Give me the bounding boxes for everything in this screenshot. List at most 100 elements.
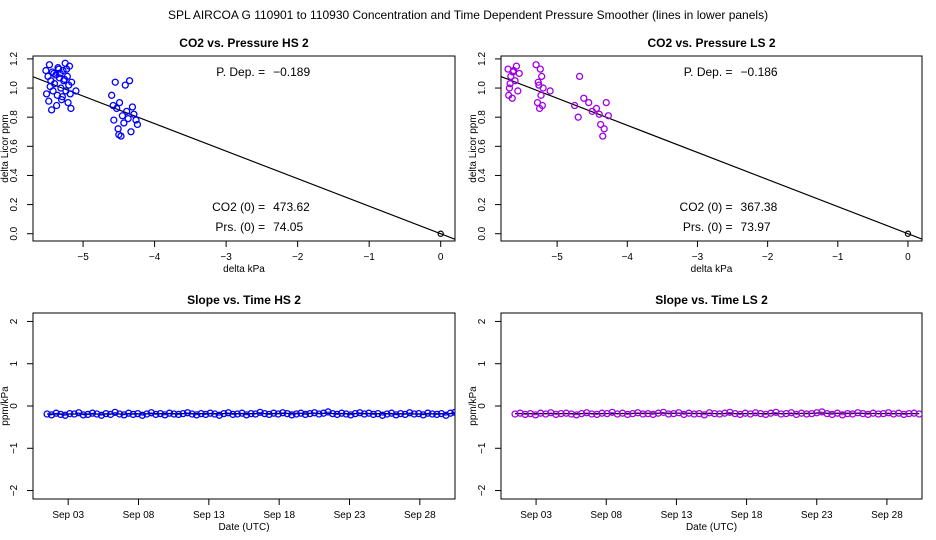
panel-p1: CO2 vs. Pressure HS 2 −5 −4 −3 −2 −1 0 0.0 0.2 0.… bbox=[0, 36, 456, 275]
data-point bbox=[138, 411, 146, 419]
panel-title: Slope vs. Time LS 2 bbox=[655, 293, 768, 307]
data-point bbox=[202, 410, 210, 419]
data-point bbox=[109, 101, 117, 110]
x-tick-label: Sep 28 bbox=[871, 510, 903, 521]
data-point bbox=[710, 409, 719, 418]
data-point bbox=[256, 408, 264, 416]
y-tick-label: 0.2 bbox=[477, 197, 488, 211]
data-point bbox=[731, 409, 739, 418]
data-point bbox=[859, 409, 867, 418]
x-axis-label: Date (UTC) bbox=[218, 522, 269, 533]
data-point bbox=[133, 120, 142, 129]
data-point bbox=[123, 107, 131, 116]
data-point bbox=[67, 78, 76, 86]
origin-point bbox=[904, 230, 912, 237]
data-point bbox=[505, 91, 513, 99]
plot-area bbox=[33, 59, 455, 240]
y-tick-label: 0.8 bbox=[9, 110, 20, 124]
data-point bbox=[56, 69, 64, 78]
x-tick-label: Sep 03 bbox=[52, 510, 84, 521]
data-point bbox=[419, 411, 427, 419]
data-point bbox=[324, 408, 332, 416]
co2-intercept-label: CO2 (0) = bbox=[212, 200, 265, 214]
data-point bbox=[170, 410, 178, 418]
data-point bbox=[115, 410, 124, 418]
data-point bbox=[575, 72, 584, 81]
x-tick-label: 0 bbox=[905, 252, 911, 263]
data-point bbox=[410, 410, 418, 418]
y-axis-label: ppm/kPa bbox=[468, 386, 479, 426]
data-point bbox=[61, 411, 69, 419]
data-point bbox=[664, 410, 673, 418]
y-tick-label: 1.2 bbox=[9, 52, 20, 66]
data-point bbox=[767, 409, 775, 417]
data-point bbox=[360, 410, 368, 418]
data-point bbox=[401, 410, 409, 419]
data-point bbox=[802, 410, 811, 418]
data-point bbox=[206, 409, 214, 417]
data-point bbox=[70, 410, 78, 418]
y-tick-label: 0 bbox=[477, 403, 488, 409]
data-point bbox=[596, 120, 605, 129]
plot-frame bbox=[32, 312, 456, 500]
plot-frame bbox=[500, 312, 923, 500]
data-point bbox=[120, 119, 128, 127]
data-point bbox=[585, 98, 593, 107]
data-point bbox=[823, 409, 831, 418]
co2-intercept-value: 473.62 bbox=[273, 200, 310, 214]
data-point bbox=[270, 409, 278, 417]
data-point bbox=[84, 410, 92, 419]
x-tick-label: −4 bbox=[622, 252, 634, 263]
data-point bbox=[310, 409, 319, 417]
data-point bbox=[424, 409, 432, 417]
data-point bbox=[58, 93, 66, 101]
data-point bbox=[571, 101, 579, 110]
data-point bbox=[574, 113, 582, 121]
data-point bbox=[685, 409, 693, 417]
data-point bbox=[808, 409, 816, 418]
data-point bbox=[233, 410, 242, 418]
y-tick-label: 0.6 bbox=[9, 139, 20, 153]
data-point bbox=[521, 410, 529, 419]
data-point bbox=[47, 106, 56, 114]
y-tick-label: 0.8 bbox=[477, 110, 488, 124]
data-point bbox=[115, 98, 124, 107]
y-tick-label: 0.4 bbox=[9, 168, 20, 182]
x-tick-label: −3 bbox=[692, 252, 704, 263]
data-point bbox=[342, 410, 350, 418]
figure-title: SPL AIRCOA G 110901 to 110930 Concentrat… bbox=[168, 8, 768, 22]
data-point bbox=[356, 409, 364, 417]
y-tick-label: −2 bbox=[477, 484, 488, 496]
y-axis-label: ppm/kPa bbox=[0, 386, 11, 426]
data-point bbox=[43, 410, 51, 418]
data-point bbox=[279, 409, 287, 417]
x-tick-label: −5 bbox=[551, 252, 563, 263]
data-point bbox=[238, 409, 246, 417]
data-point bbox=[365, 409, 373, 417]
data-point bbox=[66, 409, 74, 418]
data-point bbox=[88, 409, 97, 417]
data-point bbox=[97, 411, 106, 419]
data-point bbox=[46, 82, 54, 91]
data-point bbox=[120, 411, 128, 419]
origin-point bbox=[437, 230, 444, 237]
data-point bbox=[910, 409, 918, 417]
data-point bbox=[297, 409, 305, 417]
data-point bbox=[127, 128, 135, 136]
data-point bbox=[369, 410, 378, 419]
pressure-intercept-value: 73.97 bbox=[741, 220, 771, 234]
data-point bbox=[128, 103, 137, 111]
plot-area bbox=[43, 408, 455, 419]
y-tick-label: 2 bbox=[477, 318, 488, 324]
pressure-dependence-value: −0.186 bbox=[741, 65, 778, 79]
x-tick-label: Sep 03 bbox=[520, 510, 552, 521]
regression-line bbox=[501, 76, 922, 240]
data-point bbox=[716, 410, 724, 418]
co2-intercept-label: CO2 (0) = bbox=[680, 200, 733, 214]
data-point bbox=[134, 409, 142, 418]
data-point bbox=[179, 409, 187, 418]
data-point bbox=[705, 409, 714, 417]
data-point bbox=[741, 409, 749, 417]
data-point bbox=[333, 410, 341, 419]
plot-area bbox=[511, 408, 922, 419]
